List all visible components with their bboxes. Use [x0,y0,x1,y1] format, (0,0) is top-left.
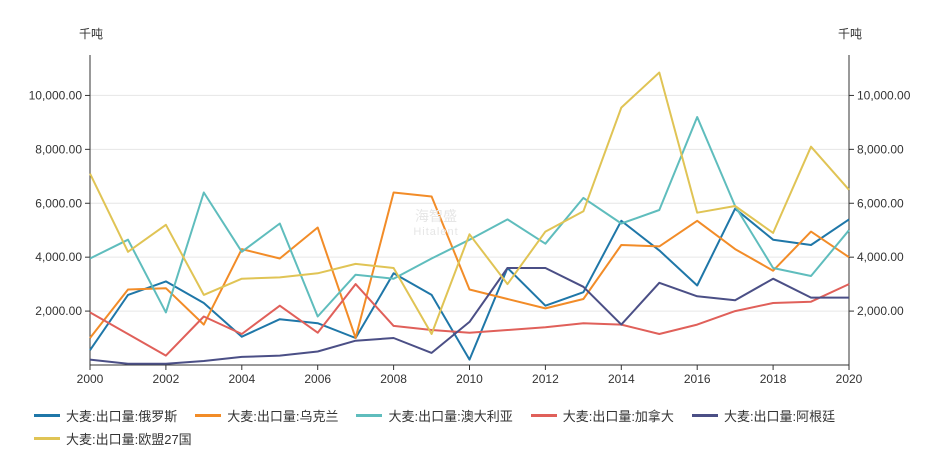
x-tick-label: 2012 [532,372,559,386]
watermark-text: 海智盛 [415,208,457,224]
legend-swatch [195,414,222,417]
series-line [89,207,850,361]
y-tick-label-left: 10,000.00 [29,88,83,102]
legend-item[interactable]: 大麦:出口量:阿根廷 [691,405,836,427]
series-line [89,71,850,335]
x-tick-label: 2004 [228,372,255,386]
legend-swatch [34,414,60,417]
legend-item[interactable]: 大麦:出口量:澳大利亚 [356,405,513,427]
legend-label: 大麦:出口量:欧盟27国 [66,431,192,447]
y-tick-label-right: 8,000.00 [857,142,904,156]
left-axis-unit: 千吨 [79,27,103,41]
legend-swatch [530,414,557,417]
line-chart: 千吨 千吨 2,000.00 4,000.00 6,000.00 8,000.00 10… [29,27,911,386]
series-lines [89,71,850,365]
watermark: 海智盛 Hitalent [386,208,486,240]
legend-label: 大麦:出口量:乌克兰 [227,409,339,424]
series-line [89,116,850,318]
y-tick-label-right: 4,000.00 [857,250,904,264]
right-axis-unit: 千吨 [838,27,862,41]
series-line [89,191,850,339]
legend-label: 大麦:出口量:加拿大 [562,409,674,424]
x-tick-label: 2008 [380,372,407,386]
series-line [89,267,849,365]
y-axis-left: 2,000.00 4,000.00 6,000.00 8,000.00 10,000.0… [29,88,90,318]
x-tick-label: 2006 [304,372,331,386]
legend-item[interactable]: 大麦:出口量:加拿大 [530,405,674,427]
y-axis-right: 2,000.00 4,000.00 6,000.00 8,000.00 10,000.0… [849,88,911,318]
x-tick-label: 2002 [153,372,180,386]
x-tick-label: 2016 [684,372,711,386]
y-tick-label-right: 10,000.00 [857,88,911,102]
series-line [89,283,850,357]
legend-swatch [356,414,383,417]
y-tick-label-right: 2,000.00 [857,304,904,318]
y-tick-label-left: 2,000.00 [35,304,82,318]
legend-item[interactable]: 大麦:出口量:乌克兰 [195,405,338,427]
y-tick-label-left: 6,000.00 [35,196,82,210]
x-tick-label: 2014 [608,372,635,386]
x-tick-label: 2020 [836,372,863,386]
legend-label: 大麦:出口量:阿根廷 [723,409,836,424]
y-tick-label-left: 8,000.00 [35,142,82,156]
legend-label: 大麦:出口量:澳大利亚 [388,409,513,424]
legend-swatch [34,436,60,440]
legend-label: 大麦:出口量:俄罗斯 [66,409,178,424]
grid-lines [90,94,849,312]
x-tick-label: 2018 [760,372,787,386]
y-tick-label-right: 6,000.00 [857,196,904,210]
legend-item[interactable]: 大麦:出口量:俄罗斯 [34,405,177,427]
chart-legend: 大麦:出口量:俄罗斯 大麦:出口量:乌克兰 大麦:出口量:澳大利亚 大麦:出口量:加拿… [34,404,914,449]
y-tick-label-left: 4,000.00 [35,250,82,264]
watermark-subtext: Hitalent [413,226,459,238]
x-axis: 2000 2002 2004 2006 2008 2010 2012 2014 2016 2018… [77,365,863,386]
x-tick-label: 2000 [77,372,104,386]
x-tick-label: 2010 [456,372,483,386]
legend-item[interactable]: 大麦:出口量:欧盟27国 [34,427,192,449]
legend-swatch [691,414,718,417]
